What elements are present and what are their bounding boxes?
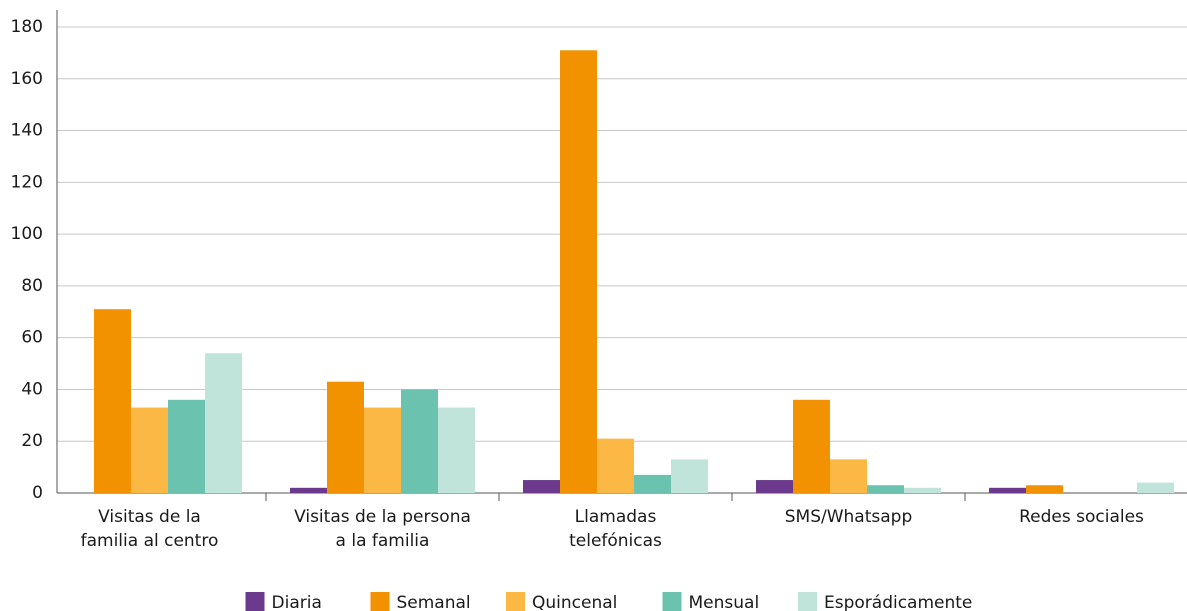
- bar: [830, 459, 867, 493]
- legend-swatch: [506, 592, 525, 611]
- x-tick-label: SMS/Whatsapp: [785, 507, 913, 527]
- bar: [597, 438, 634, 493]
- bar: [867, 485, 904, 493]
- legend-swatch: [370, 592, 390, 611]
- legend-swatch: [798, 592, 817, 611]
- y-tick-label: 160: [11, 69, 43, 89]
- bar: [756, 480, 793, 493]
- bar: [904, 487, 941, 493]
- legend-swatch: [662, 592, 682, 611]
- bar: [560, 50, 597, 494]
- bar: [94, 309, 131, 493]
- legend-label: Quincenal: [532, 593, 617, 611]
- bar: [168, 399, 205, 493]
- bar: [290, 487, 327, 493]
- y-tick-label: 140: [11, 121, 43, 141]
- bar: [131, 407, 168, 493]
- legend-label: Mensual: [689, 593, 760, 611]
- bar: [1137, 482, 1174, 493]
- bar: [327, 381, 364, 493]
- bar: [793, 399, 830, 493]
- legend-label: Esporádicamente: [824, 593, 972, 611]
- legend-label: Diaria: [272, 593, 322, 611]
- legend-swatch: [245, 592, 265, 611]
- y-tick-label: 80: [21, 276, 43, 296]
- x-tick-label: Llamadas telefónicas: [569, 507, 662, 551]
- bar: [364, 407, 401, 493]
- bar: [1026, 485, 1063, 493]
- y-tick-label: 20: [21, 431, 43, 451]
- x-tick-label: Redes sociales: [1019, 507, 1144, 527]
- legend-label: Semanal: [397, 593, 471, 611]
- bar: [671, 459, 708, 493]
- y-tick-label: 120: [11, 172, 43, 192]
- y-tick-label: 180: [11, 17, 43, 37]
- x-tick-label: Visitas de la familia al centro: [81, 507, 219, 551]
- y-tick-label: 100: [11, 224, 43, 244]
- bar: [401, 389, 438, 493]
- x-tick-label: Visitas de la persona a la familia: [294, 507, 471, 551]
- bar: [989, 487, 1026, 493]
- y-tick-label: 40: [21, 379, 43, 399]
- bar: [438, 407, 475, 493]
- y-tick-label: 0: [32, 483, 43, 503]
- bar: [205, 353, 242, 493]
- bar: [634, 474, 671, 493]
- y-tick-label: 60: [21, 328, 43, 348]
- bar: [523, 480, 560, 493]
